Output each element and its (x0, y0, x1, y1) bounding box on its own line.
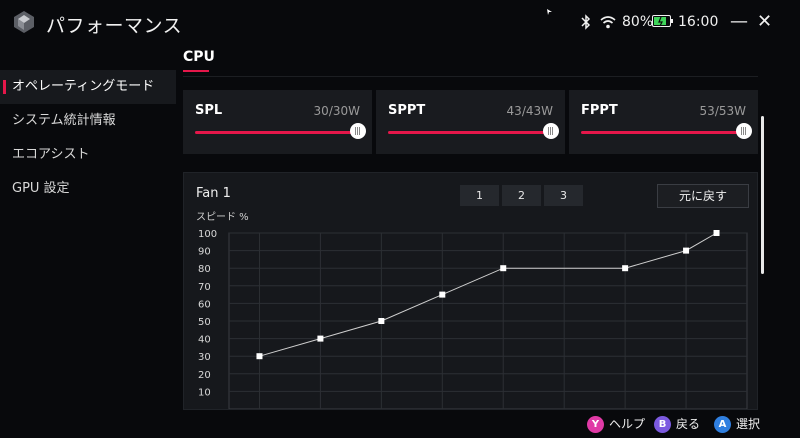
fan-curve-chart[interactable]: スピード % 10 20 30 40 50 60 70 80 90 100 (184, 173, 757, 409)
fan-curve-point[interactable] (713, 230, 720, 236)
y-tick-label: 80 (198, 264, 211, 275)
y-button-icon: Y (587, 416, 604, 433)
spl-label: SPL (195, 103, 223, 118)
y-tick-label: 60 (198, 299, 211, 310)
sppt-label: SPPT (388, 103, 426, 118)
y-tick-label: 40 (198, 335, 211, 346)
clock: 16:00 (678, 14, 719, 30)
help-button[interactable]: Y ヘルプ (587, 414, 645, 434)
y-tick-label: 70 (198, 282, 211, 293)
sppt-card: SPPT 43/43W (376, 90, 565, 154)
y-axis-label: スピード % (196, 211, 249, 223)
bluetooth-icon (581, 14, 591, 30)
fan-curve-point[interactable] (378, 318, 385, 324)
fan-tab-2[interactable]: 2 (502, 185, 541, 206)
y-tick-label: 30 (198, 352, 211, 363)
spl-value: 30/30W (313, 104, 360, 118)
close-button[interactable]: ✕ (757, 11, 773, 32)
fan-tab-1[interactable]: 1 (460, 185, 499, 206)
fan-curve-point[interactable] (317, 335, 324, 342)
select-button[interactable]: A 選択 (714, 414, 760, 434)
app-logo-icon (12, 10, 36, 34)
fppt-card: FPPT 53/53W (569, 90, 758, 154)
back-label: 戻る (676, 417, 701, 431)
section-divider (183, 76, 758, 77)
fppt-slider-handle[interactable] (736, 123, 752, 139)
fan-title: Fan 1 (196, 186, 231, 201)
fan-curve-line (259, 232, 717, 357)
wifi-icon (600, 15, 616, 29)
y-tick-label: 100 (198, 229, 217, 240)
sppt-slider-handle[interactable] (543, 123, 559, 139)
fan-curve-point[interactable] (439, 291, 446, 298)
sidebar-item-system-stats[interactable]: システム統計情報 (12, 113, 116, 128)
minimize-button[interactable]: — (730, 11, 748, 32)
a-button-icon: A (714, 416, 731, 433)
help-label: ヘルプ (609, 417, 646, 431)
b-button-icon: B (654, 416, 671, 433)
battery-percent: 80% (622, 14, 654, 30)
battery-icon (652, 14, 674, 28)
spl-slider-handle[interactable] (350, 123, 366, 139)
fan-curve-panel: Fan 1 1 2 3 元に戻す スピード % 10 20 30 40 50 60 70 80 9… (183, 172, 758, 410)
fan-curve-point[interactable] (622, 265, 629, 272)
fppt-slider-track[interactable] (581, 131, 738, 134)
sppt-slider-track[interactable] (388, 131, 545, 134)
y-tick-label: 90 (198, 247, 211, 258)
spl-slider-track[interactable] (195, 131, 352, 134)
fan-curve-point[interactable] (683, 247, 690, 254)
fan-curve-point[interactable] (500, 265, 507, 272)
select-label: 選択 (736, 417, 761, 431)
reset-button[interactable]: 元に戻す (657, 184, 749, 208)
fan-curve-point[interactable] (256, 353, 263, 360)
sidebar-item-gpu-settings[interactable]: GPU 設定 (12, 181, 70, 196)
spl-card: SPL 30/30W (183, 90, 372, 154)
y-tick-label: 20 (198, 370, 211, 381)
y-tick-label: 50 (198, 317, 211, 328)
scrollbar[interactable] (761, 116, 764, 274)
y-tick-label: 10 (198, 387, 211, 398)
back-button[interactable]: B 戻る (654, 414, 700, 434)
fppt-value: 53/53W (699, 104, 746, 118)
fppt-label: FPPT (581, 103, 618, 118)
section-underline (183, 70, 209, 72)
fan-tab-3[interactable]: 3 (544, 185, 583, 206)
sidebar-item-operating-mode[interactable]: オペレーティングモード (0, 70, 176, 104)
app-title: パフォーマンス (46, 15, 183, 37)
section-title: CPU (183, 49, 215, 65)
sidebar-item-eco-assist[interactable]: エコアシスト (12, 147, 90, 162)
mouse-cursor-icon (547, 0, 552, 15)
title-bar: パフォーマンス 80% 16:00 — ✕ (0, 0, 800, 46)
sidebar: オペレーティングモード システム統計情報 エコアシスト GPU 設定 (0, 70, 176, 206)
sppt-value: 43/43W (506, 104, 553, 118)
